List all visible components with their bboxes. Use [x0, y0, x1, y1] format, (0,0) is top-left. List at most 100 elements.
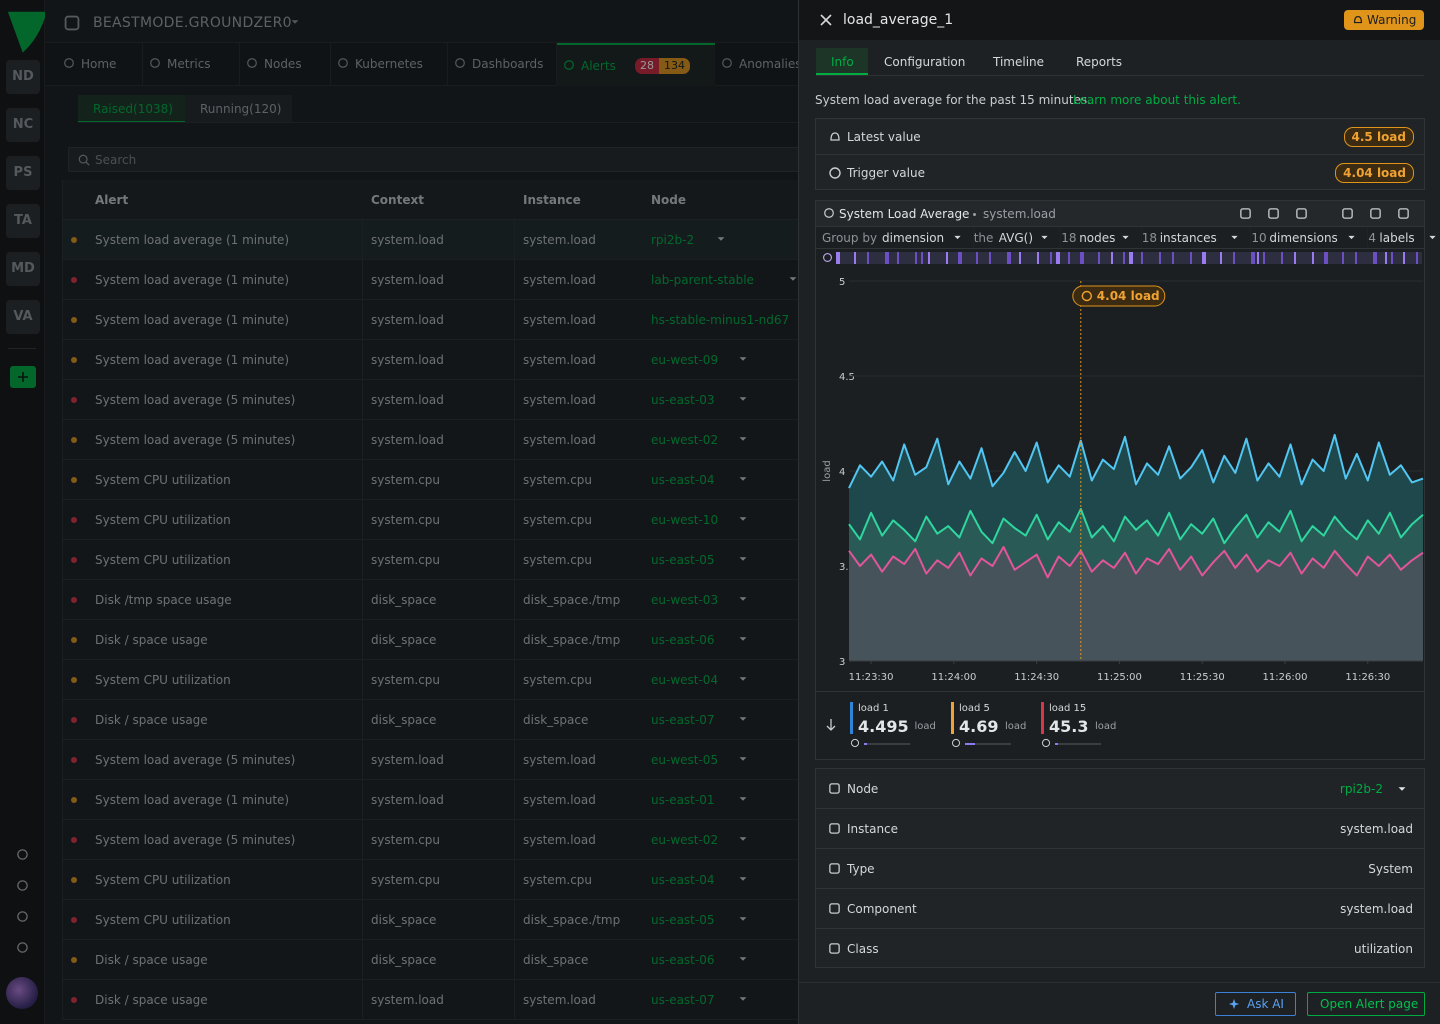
chart-toolbar-button[interactable] — [1341, 207, 1354, 220]
panel-tab[interactable]: Configuration — [868, 48, 977, 75]
strip-tick — [1080, 252, 1084, 264]
warning-badge: Warning — [1344, 10, 1424, 30]
filter-prefix: 4 — [1368, 229, 1376, 247]
property-value[interactable]: rpi2b-2 — [1340, 780, 1383, 798]
filter-dropdown[interactable]: 10dimensions — [1251, 227, 1368, 249]
strip-tick — [1355, 252, 1357, 264]
glyph — [821, 15, 831, 25]
strip-tick — [1190, 252, 1192, 264]
chart-toolbar-button[interactable] — [1369, 207, 1382, 220]
strip-tick — [1172, 252, 1174, 264]
property-value: system.load — [1340, 820, 1413, 838]
strip-tick — [928, 252, 930, 264]
strip-tick — [867, 252, 869, 264]
ask-ai-button[interactable]: Ask AI — [1215, 992, 1296, 1016]
strip-tick — [1257, 252, 1259, 264]
y-tick-label: 3 — [839, 657, 845, 668]
legend-item[interactable]: load 54.69load — [951, 702, 1047, 754]
legend-unit: load — [915, 718, 936, 736]
strip-tick — [1159, 252, 1161, 264]
chart-toolbar-button[interactable] — [1239, 207, 1252, 220]
chart-card: System Load Averagesystem.loadGroup bydi… — [815, 200, 1425, 760]
close-button[interactable] — [819, 13, 833, 27]
open-alert-button[interactable]: Open Alert page — [1307, 992, 1425, 1016]
panel-tab-label: Reports — [1076, 53, 1122, 71]
filter-dropdown[interactable]: Group bydimension — [822, 227, 974, 249]
strip-tick — [1141, 252, 1143, 264]
property-value: utilization — [1354, 940, 1413, 958]
node-caret[interactable] — [1396, 783, 1408, 795]
legend-swatch — [951, 702, 954, 734]
warning-label: Warning — [1367, 11, 1416, 29]
filter-dropdown[interactable]: 18instances — [1142, 227, 1252, 249]
legend-value: 4.495 — [858, 716, 909, 738]
context-dot — [973, 213, 976, 216]
y-tick-label: 5 — [839, 277, 845, 288]
legend-arrow — [824, 718, 838, 732]
chart-toolbar-button[interactable] — [1295, 207, 1308, 220]
strip-tick — [1202, 252, 1206, 264]
strip-icon — [822, 252, 833, 263]
chart-icon — [823, 207, 835, 219]
caret — [954, 236, 960, 239]
glyph — [830, 784, 839, 793]
property-value: System — [1368, 860, 1413, 878]
tab-rule — [816, 75, 1424, 76]
strip-tick — [897, 252, 899, 264]
glyph — [827, 719, 835, 730]
legend-item[interactable]: load 1545.3load — [1041, 702, 1137, 754]
chart-context: system.load — [983, 205, 1056, 223]
filter-value: dimensions — [1269, 229, 1337, 247]
strip-tick — [958, 252, 962, 264]
property-row: Classutilization — [816, 929, 1424, 969]
strip-tick — [989, 252, 991, 264]
strip-tick — [946, 252, 948, 264]
strip-tick — [1056, 252, 1060, 264]
legend: load 14.495loadload 54.69loadload 1545.3… — [816, 691, 1424, 759]
bell-icon — [1352, 14, 1364, 26]
strip-tick — [976, 252, 978, 264]
chart-toolbar-button[interactable] — [1397, 207, 1410, 220]
property-row: Componentsystem.load — [816, 889, 1424, 929]
chart-header: System Load Averagesystem.load — [816, 201, 1424, 227]
filter-value: nodes — [1079, 229, 1115, 247]
caret — [1042, 236, 1048, 239]
strip-tick — [836, 252, 840, 264]
legend-bar-fill — [864, 743, 867, 745]
x-tick-label: 11:26:30 — [1345, 672, 1390, 683]
x-tick-label: 11:26:00 — [1263, 672, 1308, 683]
open-alert-label: Open Alert page — [1320, 995, 1418, 1013]
property-value: system.load — [1340, 900, 1413, 918]
glyph — [830, 904, 839, 913]
x-tick-label: 11:25:00 — [1097, 672, 1142, 683]
glyph — [1343, 209, 1352, 218]
learn-more-link[interactable]: Learn more about this alert. — [1073, 91, 1241, 109]
filter-caret — [1039, 232, 1050, 243]
strip-tick — [854, 252, 856, 264]
strip-tick — [1098, 252, 1100, 264]
x-tick-label: 11:24:30 — [1014, 672, 1059, 683]
filter-value: labels — [1379, 229, 1414, 247]
strip-tick — [1068, 252, 1070, 264]
panel-tab[interactable]: Info — [816, 48, 868, 75]
filter-prefix: the — [974, 229, 994, 247]
glyph — [1297, 209, 1306, 218]
filter-caret — [1427, 232, 1438, 243]
strip-tick — [1129, 252, 1133, 264]
glyph — [1399, 209, 1408, 218]
filter-row: Group bydimensiontheAVG()18nodes18instan… — [816, 227, 1424, 249]
filter-dropdown[interactable]: 18nodes — [1061, 227, 1142, 249]
chart-toolbar-button[interactable] — [1267, 207, 1280, 220]
strip-tick — [1342, 252, 1344, 264]
legend-item[interactable]: load 14.495load — [850, 702, 946, 754]
filter-dropdown[interactable]: theAVG() — [974, 227, 1062, 249]
filter-prefix: 18 — [1061, 229, 1076, 247]
panel-tab[interactable]: Timeline — [977, 48, 1060, 75]
value-icon — [828, 166, 842, 180]
panel-tab[interactable]: Reports — [1060, 48, 1132, 75]
glyph — [830, 824, 839, 833]
property-icon — [828, 862, 841, 875]
strip-tick — [1050, 252, 1052, 264]
filter-dropdown[interactable]: 4labels — [1368, 227, 1440, 249]
caret — [1122, 236, 1128, 239]
